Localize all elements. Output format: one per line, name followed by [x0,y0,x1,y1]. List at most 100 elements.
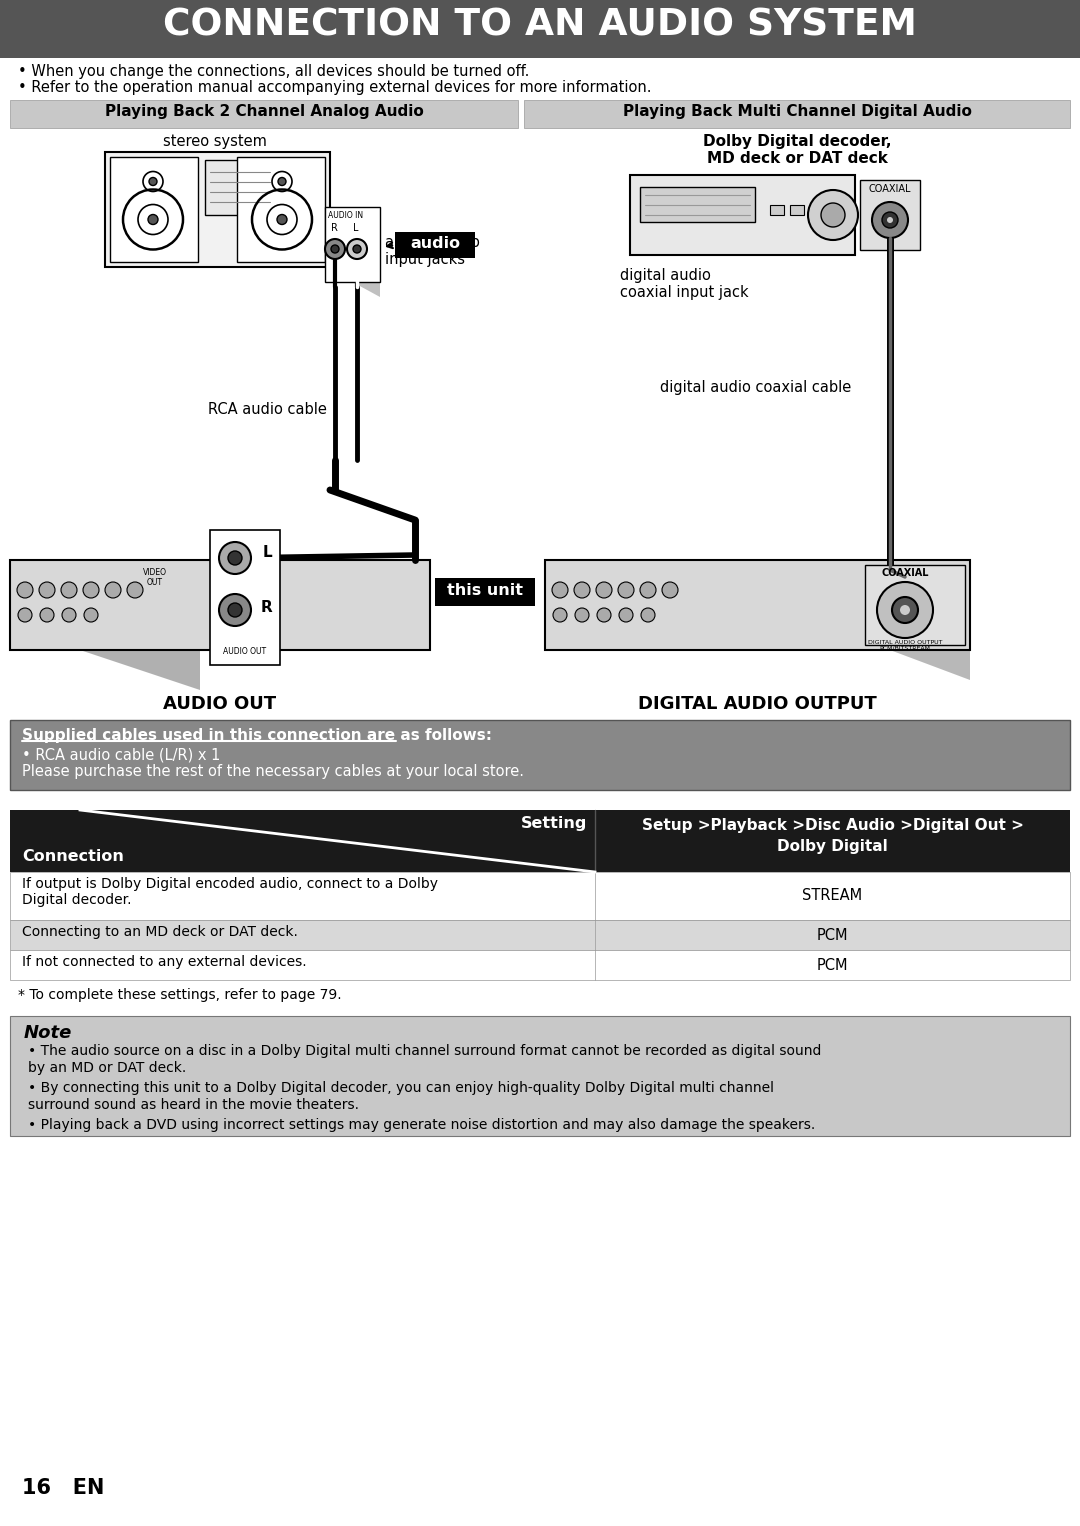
Text: RCA audio cable: RCA audio cable [208,401,327,417]
Bar [10,560,430,650]
Circle shape [148,215,158,224]
Text: AUDIO OUT: AUDIO OUT [224,647,267,656]
Circle shape [662,581,678,598]
Text: COAXIAL: COAXIAL [868,185,912,194]
Circle shape [83,581,99,598]
Circle shape [18,607,32,623]
Bar [860,180,920,250]
Circle shape [887,217,893,223]
Circle shape [575,607,589,623]
Text: digital audio
coaxial input jack: digital audio coaxial input jack [620,269,748,301]
Circle shape [228,603,242,617]
Text: • When you change the connections, all devices should be turned off.: • When you change the connections, all d… [18,64,529,79]
Bar [237,157,325,262]
Text: 16   EN: 16 EN [22,1479,105,1499]
Text: • RCA audio cable (L/R) x 1: • RCA audio cable (L/R) x 1 [22,748,220,763]
Circle shape [640,581,656,598]
Circle shape [872,201,908,238]
Bar [865,565,966,645]
Text: Setup >Playback >Disc Audio >Digital Out >
Dolby Digital: Setup >Playback >Disc Audio >Digital Out… [642,818,1024,855]
Circle shape [60,581,77,598]
Bar [10,720,1070,790]
Text: • By connecting this unit to a Dolby Digital decoder, you can enjoy high-quality: • By connecting this unit to a Dolby Dig… [28,1080,774,1112]
Bar [210,530,280,665]
Bar [10,951,1070,980]
Circle shape [882,212,897,227]
Text: AUDIO IN: AUDIO IN [328,211,363,220]
Polygon shape [325,262,380,298]
Circle shape [353,246,361,253]
Circle shape [84,607,98,623]
Circle shape [573,581,590,598]
Circle shape [127,581,143,598]
Bar [810,204,824,215]
Text: L: L [353,223,359,233]
Circle shape [347,240,367,259]
Text: If output is Dolby Digital encoded audio, connect to a Dolby
Digital decoder.: If output is Dolby Digital encoded audio… [22,877,438,906]
Circle shape [900,604,910,615]
Circle shape [219,542,251,574]
Bar [10,1016,1070,1135]
Text: Supplied cables used in this connection are as follows:: Supplied cables used in this connection … [22,728,492,743]
Circle shape [552,581,568,598]
Circle shape [278,177,286,186]
Text: * To complete these settings, refer to page 79.: * To complete these settings, refer to p… [18,987,341,1003]
Text: • The audio source on a disc in a Dolby Digital multi channel surround format ca: • The audio source on a disc in a Dolby … [28,1044,822,1076]
Circle shape [618,581,634,598]
Circle shape [228,551,242,565]
Text: Playing Back Multi Channel Digital Audio: Playing Back Multi Channel Digital Audio [622,104,971,119]
Text: STREAM: STREAM [802,888,863,903]
Circle shape [892,597,918,623]
Circle shape [808,191,858,240]
Text: • Refer to the operation manual accompanying external devices for more informati: • Refer to the operation manual accompan… [18,79,651,95]
Circle shape [330,246,339,253]
Bar [524,101,1070,128]
Bar [545,560,970,650]
Bar [395,232,475,258]
Bar [105,153,330,267]
Circle shape [325,240,345,259]
Bar [10,920,1070,951]
Circle shape [17,581,33,598]
Text: Connecting to an MD deck or DAT deck.: Connecting to an MD deck or DAT deck. [22,925,298,938]
Text: • Playing back a DVD using incorrect settings may generate noise distortion and : • Playing back a DVD using incorrect set… [28,1119,815,1132]
Bar [770,204,784,215]
Bar [630,175,855,255]
Text: audio: audio [410,237,460,250]
Bar [640,188,755,221]
Bar [0,0,1080,58]
Text: DIGITAL AUDIO OUTPUT
PCM/BITSTREAM: DIGITAL AUDIO OUTPUT PCM/BITSTREAM [867,639,942,650]
Text: L: L [262,545,272,560]
Bar [10,871,1070,920]
Bar [325,208,380,282]
Circle shape [553,607,567,623]
Text: digital audio coaxial cable: digital audio coaxial cable [660,380,851,395]
Bar [205,160,275,215]
Bar [10,101,518,128]
Text: COAXIAL: COAXIAL [881,568,929,578]
Text: R: R [260,600,272,615]
Circle shape [597,607,611,623]
Text: Note: Note [24,1024,72,1042]
Circle shape [105,581,121,598]
Text: If not connected to any external devices.: If not connected to any external devices… [22,955,307,969]
Bar [110,157,198,262]
Text: VIDEO
OUT: VIDEO OUT [143,568,167,588]
Text: CONNECTION TO AN AUDIO SYSTEM: CONNECTION TO AN AUDIO SYSTEM [163,8,917,44]
Text: R: R [330,223,338,233]
Text: PCM: PCM [816,928,848,943]
Text: DIGITAL AUDIO OUTPUT: DIGITAL AUDIO OUTPUT [638,694,877,713]
Circle shape [219,594,251,626]
Circle shape [619,607,633,623]
Circle shape [596,581,612,598]
Text: PCM: PCM [816,957,848,972]
Text: AUDIO OUT: AUDIO OUT [163,694,276,713]
Polygon shape [80,645,200,690]
Circle shape [62,607,76,623]
Text: Please purchase the rest of the necessary cables at your local store.: Please purchase the rest of the necessar… [22,765,524,778]
Text: this unit: this unit [447,583,523,598]
Circle shape [821,203,845,227]
Bar [789,204,804,215]
Circle shape [149,177,157,186]
Text: stereo system: stereo system [163,134,267,150]
